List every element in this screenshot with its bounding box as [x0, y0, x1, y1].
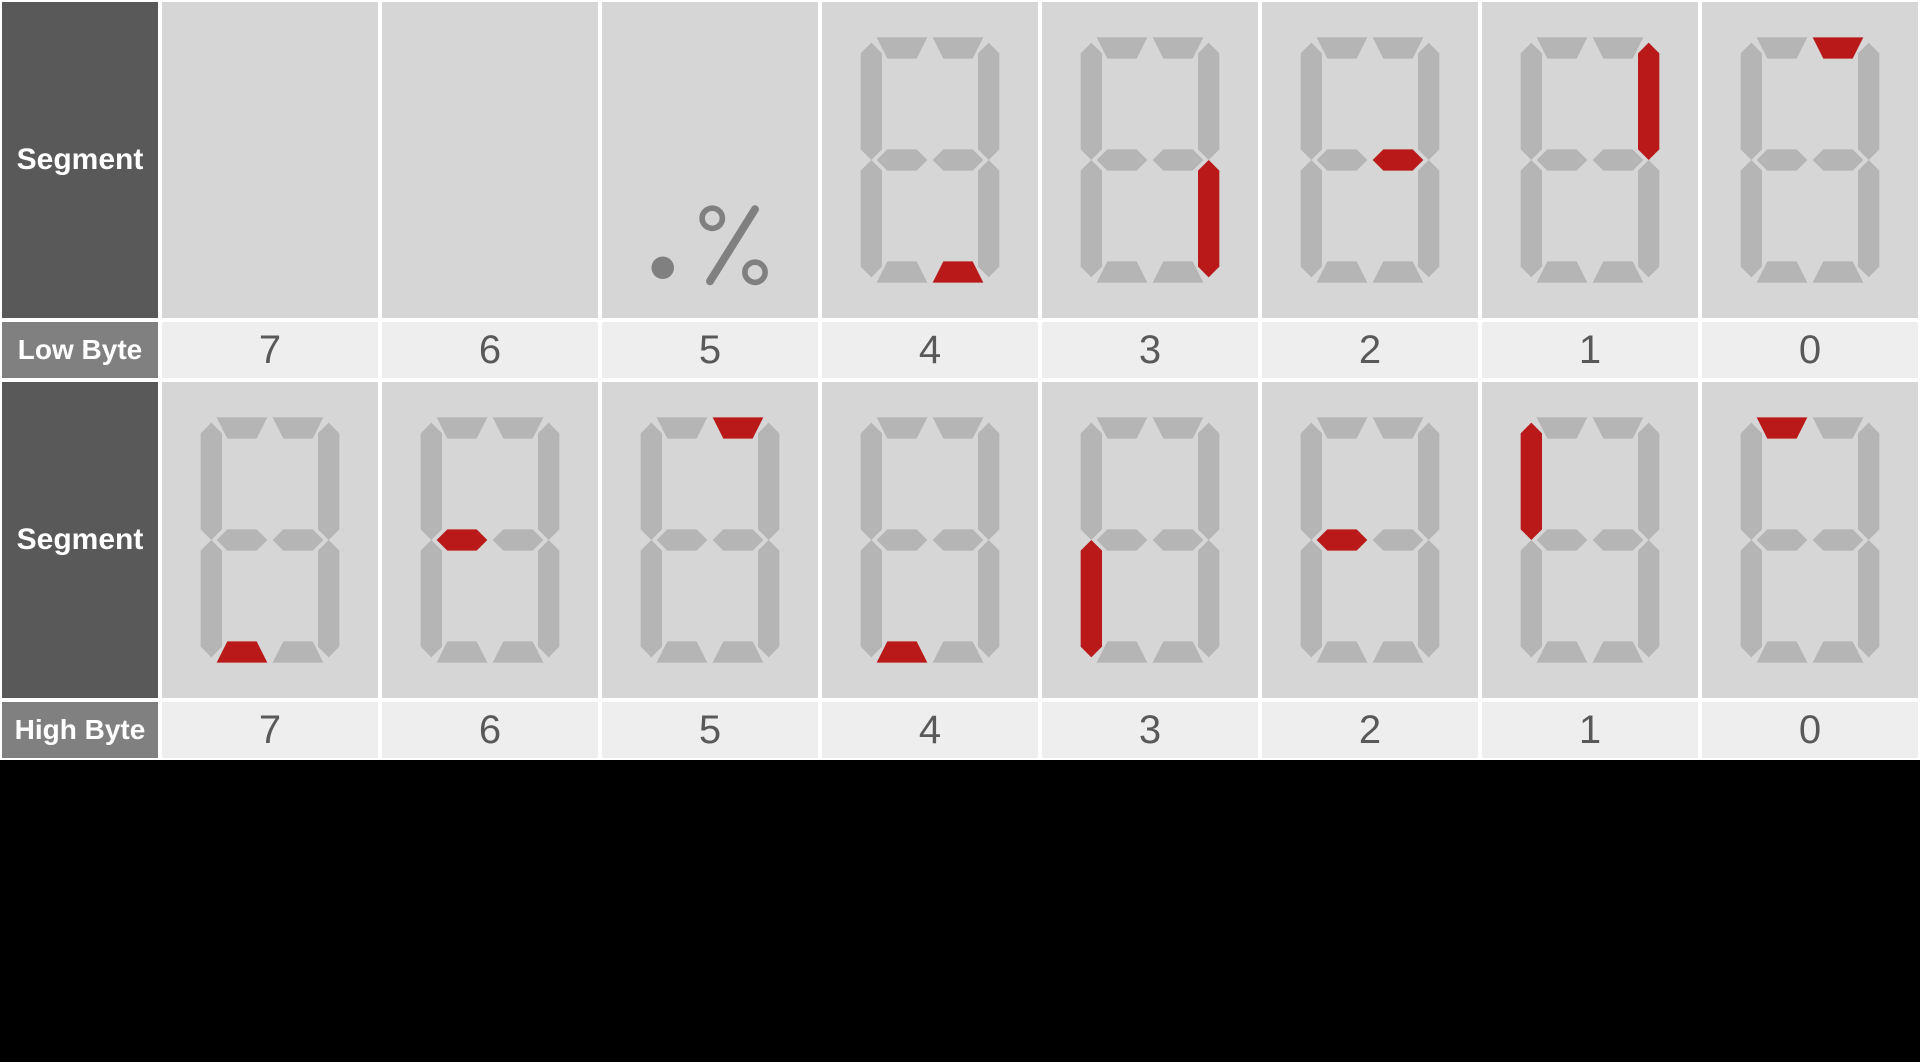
high-bit-6: 6: [380, 700, 600, 760]
high-seg-7: [160, 380, 380, 700]
low-seg-4: [820, 0, 1040, 320]
low-bit-0: 0: [1700, 320, 1920, 380]
high-seg-1: [1480, 380, 1700, 700]
row-label-segment-low: Segment: [0, 0, 160, 320]
row-label-low-byte: Low Byte: [0, 320, 160, 380]
high-bit-0: 0: [1700, 700, 1920, 760]
high-seg-0: [1700, 380, 1920, 700]
low-bit-3: 3: [1040, 320, 1260, 380]
row-label-high-byte: High Byte: [0, 700, 160, 760]
high-seg-5: [600, 380, 820, 700]
high-bit-1: 1: [1480, 700, 1700, 760]
row-label-segment-high: Segment: [0, 380, 160, 700]
high-bit-7: 7: [160, 700, 380, 760]
low-bit-4: 4: [820, 320, 1040, 380]
high-seg-6: [380, 380, 600, 700]
high-bit-3: 3: [1040, 700, 1260, 760]
high-bit-5: 5: [600, 700, 820, 760]
low-bit-7: 7: [160, 320, 380, 380]
low-seg-5: [600, 0, 820, 320]
low-seg-2: [1260, 0, 1480, 320]
low-seg-7: [160, 0, 380, 320]
low-bit-1: 1: [1480, 320, 1700, 380]
segment-mapping-table: Segment Low Byte 7 6 5 4 3 2 1 0 Segment…: [0, 0, 1920, 760]
low-seg-0: [1700, 0, 1920, 320]
high-seg-4: [820, 380, 1040, 700]
low-seg-3: [1040, 0, 1260, 320]
high-seg-3: [1040, 380, 1260, 700]
low-bit-6: 6: [380, 320, 600, 380]
low-bit-2: 2: [1260, 320, 1480, 380]
low-bit-5: 5: [600, 320, 820, 380]
high-bit-2: 2: [1260, 700, 1480, 760]
low-seg-6: [380, 0, 600, 320]
low-seg-1: [1480, 0, 1700, 320]
high-seg-2: [1260, 380, 1480, 700]
high-bit-4: 4: [820, 700, 1040, 760]
